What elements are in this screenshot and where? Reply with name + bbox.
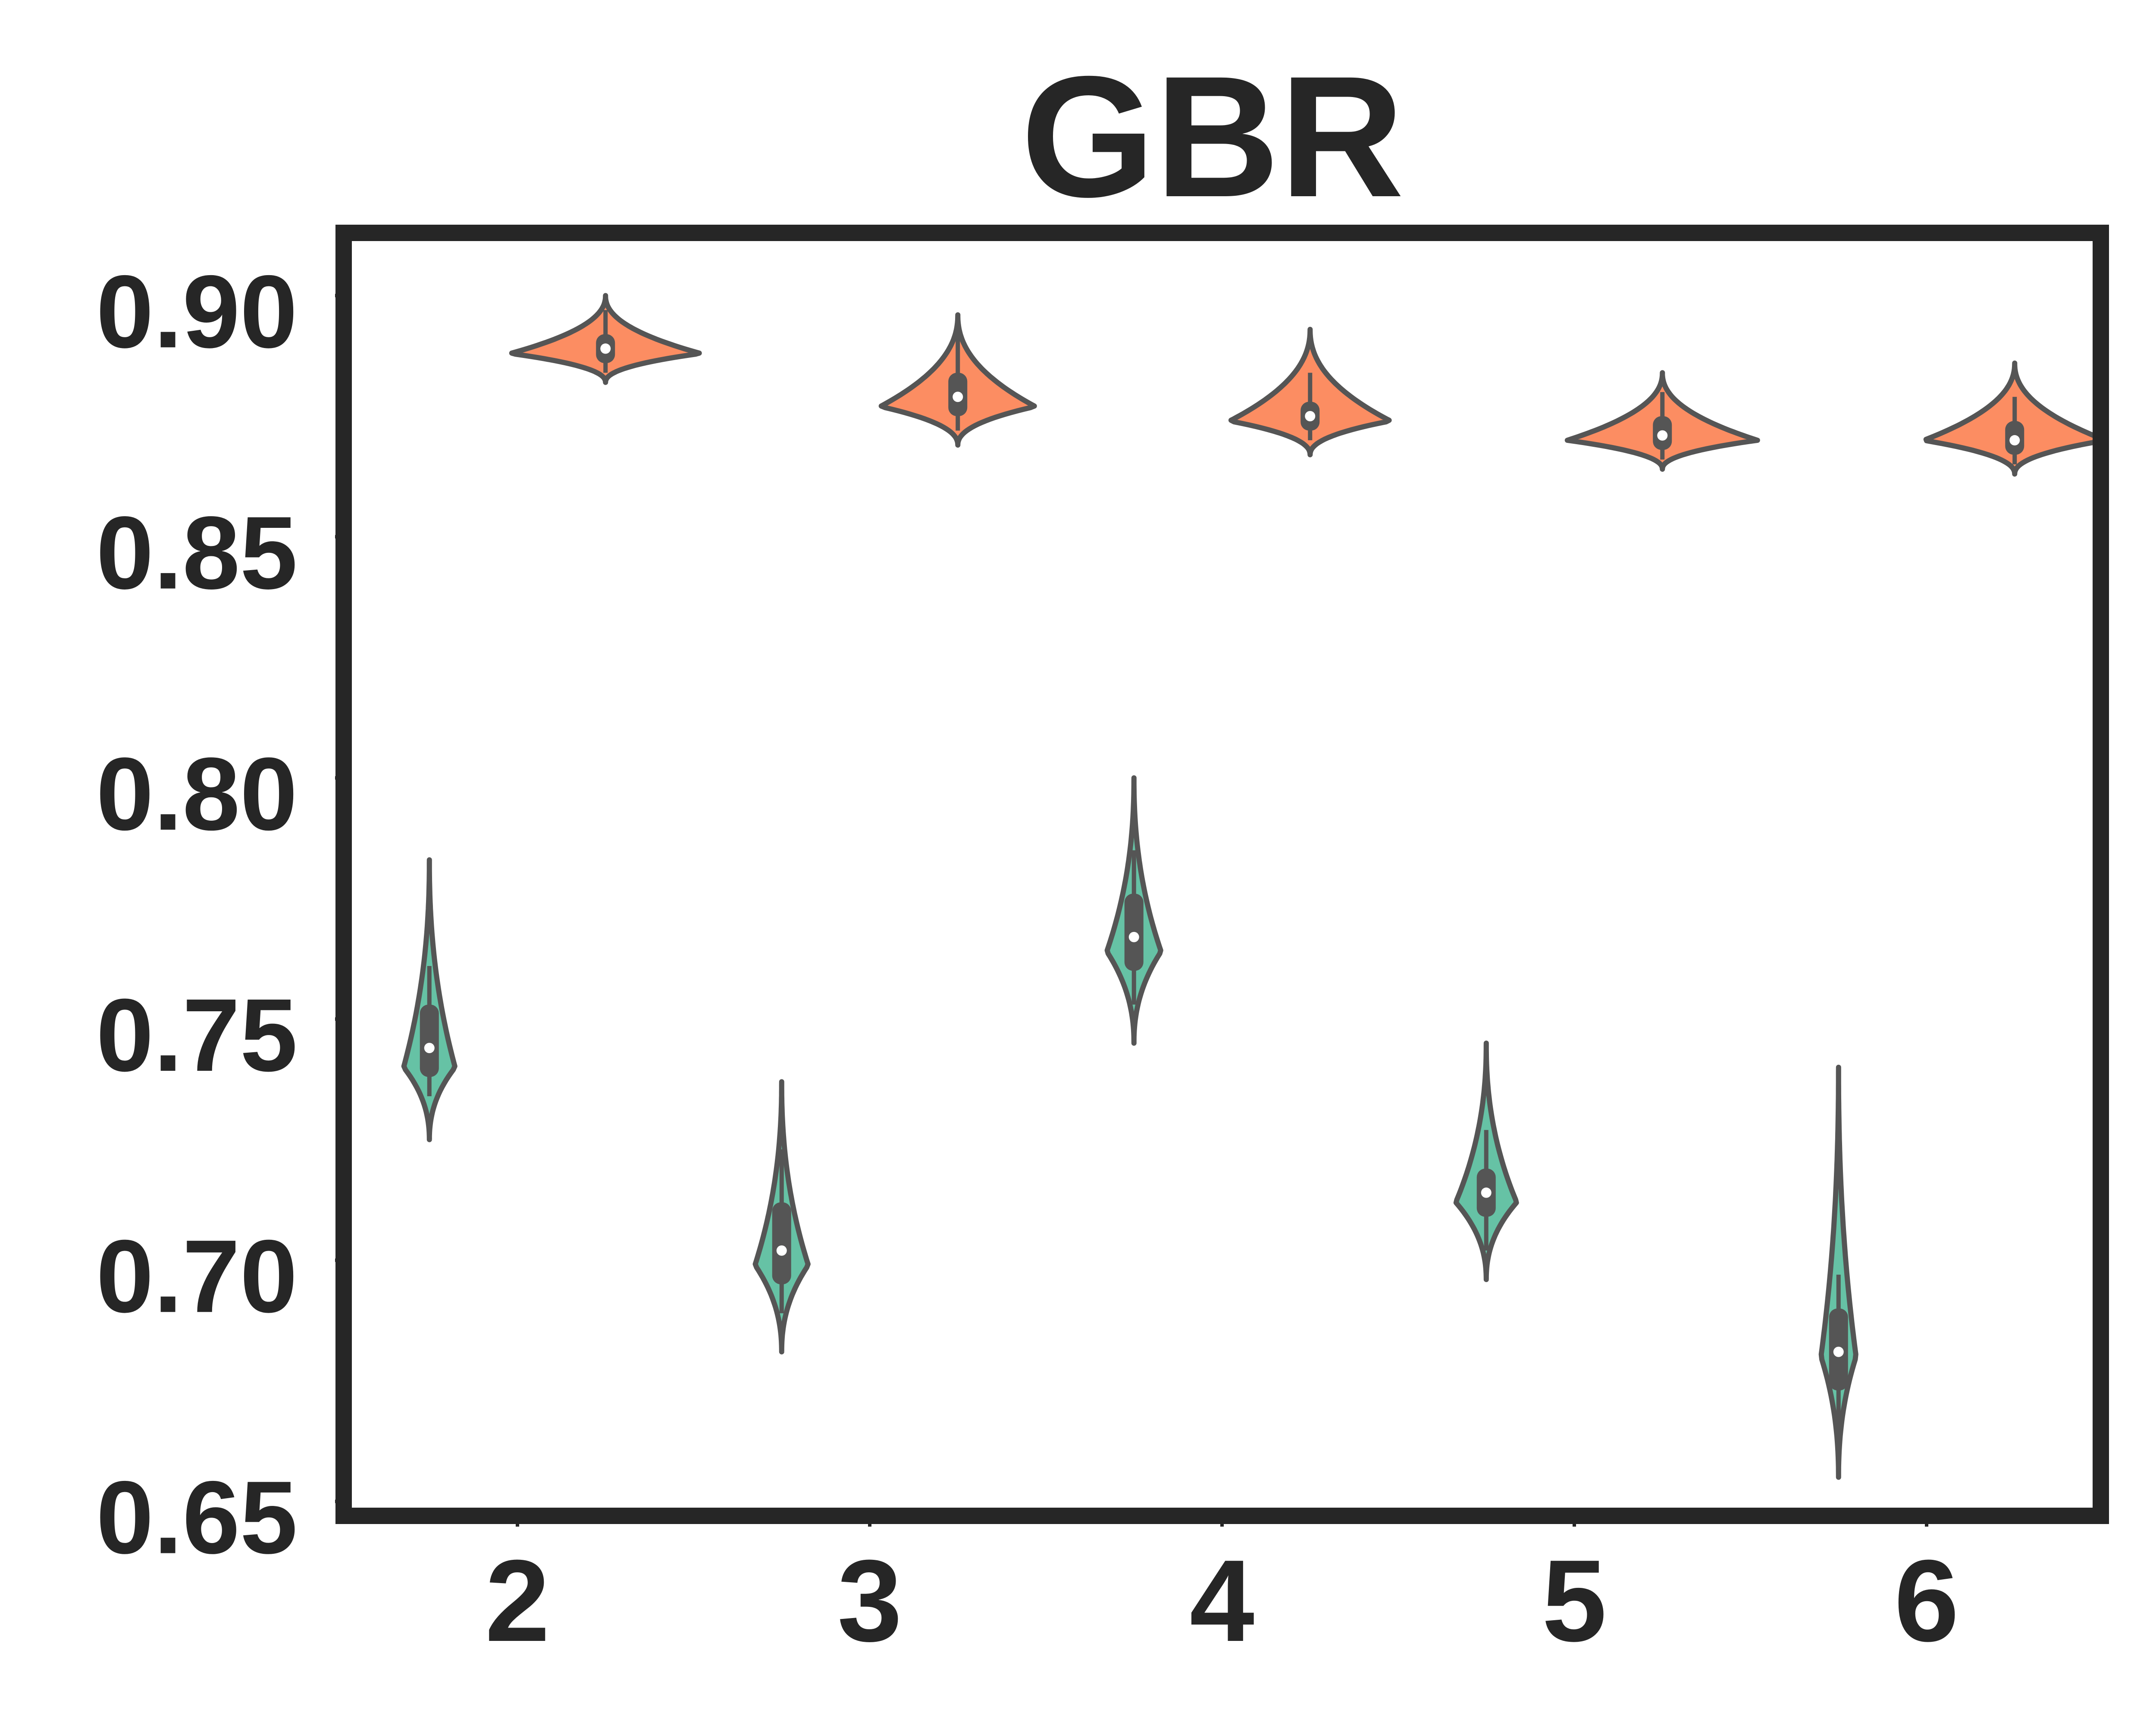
violin	[509, 293, 702, 385]
violin-median	[1657, 430, 1668, 441]
violin-iqr-box	[420, 1004, 439, 1077]
y-tick-label: 0.90	[96, 254, 298, 369]
plot-frame	[335, 225, 2109, 1524]
violin	[752, 1079, 811, 1355]
violins-layer	[401, 293, 2101, 1480]
violin-median	[1833, 1346, 1844, 1357]
violin	[1453, 1040, 1519, 1282]
x-tick-label: 5	[1542, 1536, 1607, 1666]
x-tick-label: 2	[485, 1536, 550, 1666]
y-axis: 0.90 0.85 0.80 0.75 0.70 0.65	[96, 254, 344, 1575]
violin	[1923, 361, 2101, 477]
violin-median	[424, 1043, 435, 1054]
violin	[1818, 1064, 1858, 1480]
violin-median	[2009, 435, 2020, 445]
x-tick-label: 6	[1894, 1536, 1959, 1666]
y-tick-label: 0.80	[96, 736, 298, 852]
x-axis: 2 3 4 5 6	[485, 1516, 1959, 1666]
violin	[401, 857, 458, 1142]
x-tick-label: 3	[837, 1536, 902, 1666]
violin-iqr-box	[772, 1202, 791, 1285]
violin-median	[776, 1245, 787, 1256]
chart-title: GBR	[1021, 40, 1404, 233]
violin-median	[600, 343, 611, 354]
y-tick-label: 0.65	[96, 1459, 298, 1575]
violin	[1564, 370, 1760, 472]
y-tick-label: 0.85	[96, 495, 298, 611]
violin-median	[1128, 932, 1139, 942]
violin	[1228, 326, 1392, 458]
x-tick-label: 4	[1190, 1536, 1255, 1666]
violin	[878, 312, 1037, 448]
violin-median	[1305, 411, 1316, 421]
y-tick-label: 0.70	[96, 1218, 298, 1334]
violin-median	[953, 392, 963, 402]
violin	[1104, 775, 1163, 1046]
y-tick-label: 0.75	[96, 977, 298, 1093]
violin-median	[1481, 1187, 1492, 1198]
